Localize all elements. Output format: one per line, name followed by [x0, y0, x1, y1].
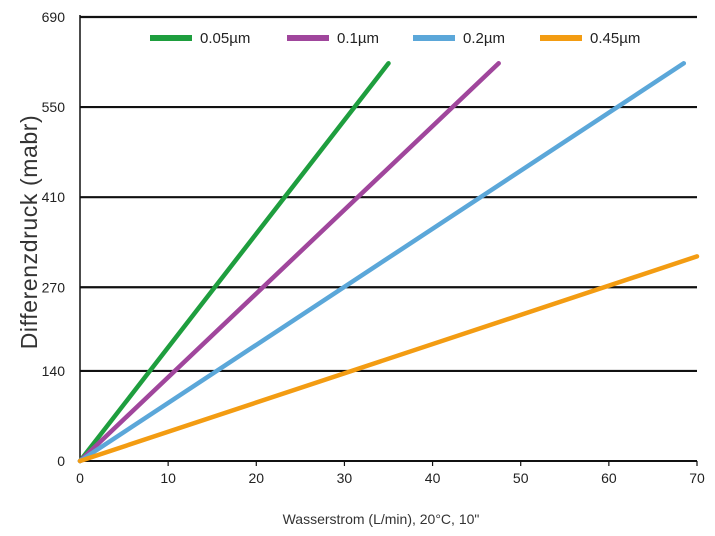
x-tick-label-50: 50	[513, 470, 529, 486]
x-tick-label-70: 70	[689, 470, 705, 486]
grid-lines	[80, 15, 697, 373]
legend-label-1: 0.1µm	[337, 30, 379, 47]
y-tick-label-270: 270	[42, 279, 66, 295]
y-axis-title: Differenzdruck (mabr)	[16, 115, 42, 350]
x-tick-label-10: 10	[160, 470, 176, 486]
x-tick-label-0: 0	[76, 470, 84, 486]
series-line-2	[77, 61, 687, 464]
legend-label-2: 0.2µm	[463, 30, 505, 47]
x-tick-label-30: 30	[337, 470, 353, 486]
tick-labels: 0 140 270 410 550 690 0 10 20 30 40 50 60 70	[42, 9, 705, 486]
series-lines	[77, 61, 700, 464]
x-tick-label-40: 40	[425, 470, 441, 486]
y-tick-label-690: 690	[42, 9, 66, 25]
y-tick-label-410: 410	[42, 189, 66, 205]
legend: 0.05µm 0.1µm 0.2µm 0.45µm	[150, 30, 640, 47]
legend-label-3: 0.45µm	[590, 30, 640, 47]
x-axis-title: Wasserstrom (L/min), 20°C, 10"	[283, 511, 480, 527]
x-tick-label-60: 60	[601, 470, 617, 486]
y-tick-label-140: 140	[42, 363, 66, 379]
legend-label-0: 0.05µm	[200, 30, 250, 47]
series-line-3	[77, 254, 700, 464]
axes	[79, 15, 698, 466]
series-line-1	[77, 61, 501, 464]
x-tick-label-20: 20	[248, 470, 264, 486]
y-tick-label-550: 550	[42, 99, 66, 115]
y-tick-label-0: 0	[57, 453, 65, 469]
series-line-0	[77, 61, 391, 464]
